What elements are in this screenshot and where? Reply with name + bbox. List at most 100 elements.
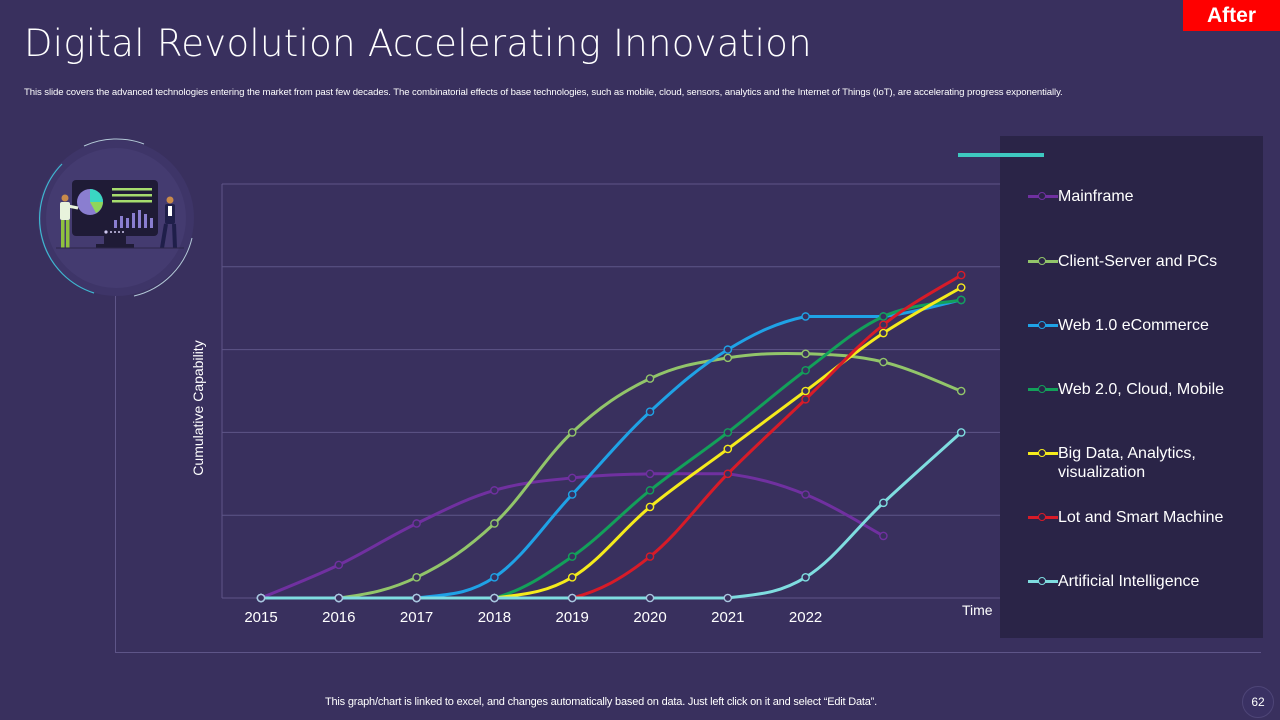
data-point[interactable]	[956, 386, 966, 396]
data-point[interactable]	[490, 573, 499, 582]
legend-marker	[1038, 577, 1046, 585]
page-subtitle: This slide covers the advanced technolog…	[24, 87, 1063, 98]
legend-marker	[1038, 321, 1046, 329]
legend-item[interactable]: Big Data, Analytics, visualization	[1028, 444, 1196, 482]
monitor-stand	[104, 236, 126, 244]
footnote: This graph/chart is linked to excel, and…	[325, 696, 877, 708]
legend-marker	[1038, 449, 1046, 457]
data-point[interactable]	[879, 312, 888, 321]
legend-swatch-icon	[1028, 572, 1058, 591]
data-point[interactable]	[879, 531, 888, 541]
y-axis-label: Cumulative Capability	[190, 340, 206, 476]
data-point[interactable]	[645, 593, 655, 603]
data-point[interactable]	[723, 345, 733, 354]
legend-label: Web 2.0, Cloud, Mobile	[1058, 381, 1225, 398]
legend-swatch-icon	[1028, 187, 1058, 206]
data-point[interactable]	[567, 593, 577, 603]
data-point[interactable]	[956, 283, 966, 292]
legend-swatch-icon	[1028, 252, 1058, 271]
legend-item[interactable]: Web 1.0 eCommerce	[1028, 316, 1209, 335]
legend-swatch-icon	[1028, 444, 1058, 463]
data-point[interactable]	[567, 473, 577, 483]
data-point[interactable]	[490, 486, 499, 495]
data-point[interactable]	[490, 593, 499, 603]
x-tick-label: 2015	[244, 609, 277, 626]
text-line-icon	[112, 194, 152, 197]
text-line-icon	[112, 188, 152, 191]
bar-chart-icon	[114, 210, 153, 228]
data-point[interactable]	[567, 428, 577, 437]
data-point[interactable]	[723, 428, 733, 437]
legend-swatch-icon	[1028, 380, 1058, 399]
data-point[interactable]	[256, 593, 266, 603]
data-point[interactable]	[801, 365, 810, 375]
data-point[interactable]	[879, 320, 888, 330]
legend-label: Client-Server and PCs	[1058, 253, 1218, 270]
data-point[interactable]	[645, 407, 655, 417]
x-tick-label: 2017	[400, 609, 433, 626]
data-point[interactable]	[723, 469, 733, 479]
legend-item[interactable]: Mainframe	[1028, 187, 1134, 206]
series-line[interactable]	[259, 430, 963, 600]
data-point[interactable]	[801, 386, 810, 396]
legend-item[interactable]: Web 2.0, Cloud, Mobile	[1028, 380, 1224, 399]
legend-item[interactable]: Lot and Smart Machine	[1028, 508, 1223, 527]
data-point[interactable]	[801, 349, 810, 359]
data-point[interactable]	[567, 552, 577, 561]
data-point[interactable]	[879, 328, 888, 338]
data-point[interactable]	[956, 295, 966, 305]
data-point[interactable]	[723, 444, 733, 454]
illustration-arc-top	[83, 138, 145, 147]
page-number: 62	[1242, 686, 1274, 718]
illustration-arc-right	[133, 237, 193, 297]
data-point[interactable]	[645, 374, 655, 383]
data-point[interactable]	[412, 519, 421, 528]
data-point[interactable]	[645, 552, 655, 561]
legend-item[interactable]: Artificial Intelligence	[1028, 572, 1199, 591]
legend-marker	[1038, 513, 1046, 521]
data-point[interactable]	[334, 593, 344, 603]
accent-bar	[958, 153, 1044, 157]
legend-marker	[1038, 192, 1046, 200]
legend-marker	[1038, 257, 1046, 265]
legend-label: Lot and Smart Machine	[1058, 509, 1224, 526]
data-point[interactable]	[645, 502, 655, 512]
data-point[interactable]	[567, 490, 577, 499]
data-point[interactable]	[879, 357, 888, 367]
monitor-base	[96, 244, 134, 248]
data-point[interactable]	[801, 573, 810, 582]
data-point[interactable]	[801, 394, 810, 404]
presentation-dashboard-illustration	[38, 138, 194, 297]
data-point[interactable]	[490, 519, 499, 528]
page-title: Digital Revolution Accelerating Innovati…	[24, 22, 812, 65]
data-point[interactable]	[645, 486, 655, 495]
data-point[interactable]	[334, 560, 344, 570]
legend-item[interactable]: Client-Server and PCs	[1028, 252, 1217, 271]
x-tick-label: 2018	[478, 609, 511, 626]
legend-label: Mainframe	[1058, 188, 1134, 205]
data-point[interactable]	[956, 428, 966, 437]
series-line[interactable]	[259, 298, 963, 600]
legend-label: Big Data, Analytics, visualization	[1058, 445, 1196, 481]
series-line[interactable]	[259, 351, 963, 600]
data-point[interactable]	[567, 573, 577, 582]
data-point[interactable]	[956, 270, 966, 280]
data-point[interactable]	[412, 593, 421, 603]
data-point[interactable]	[879, 498, 888, 508]
data-point[interactable]	[723, 593, 733, 603]
x-tick-label: 2016	[322, 609, 355, 626]
series-line[interactable]	[259, 298, 963, 600]
x-tick-label: 2020	[633, 609, 666, 626]
carousel-dots-icon	[104, 230, 124, 234]
legend-marker	[1038, 385, 1046, 393]
data-point[interactable]	[412, 573, 421, 582]
legend-label: Web 1.0 eCommerce	[1058, 317, 1209, 334]
text-line-icon	[112, 200, 152, 203]
data-point[interactable]	[801, 490, 810, 499]
pie-slice-green	[90, 202, 103, 213]
data-point[interactable]	[723, 353, 733, 363]
person-left-icon	[60, 194, 79, 248]
data-point[interactable]	[801, 312, 810, 321]
data-point[interactable]	[645, 469, 655, 479]
